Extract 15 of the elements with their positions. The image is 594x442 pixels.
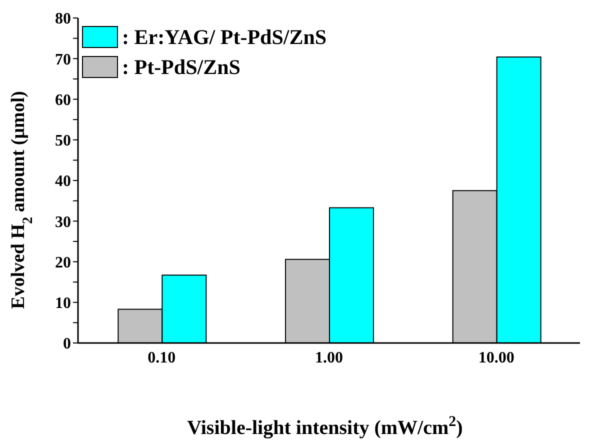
y-tick-label: 60 [55,92,71,109]
legend-label: : Er:YAG/ Pt-PdS/ZnS [122,24,327,50]
y-tick-label: 70 [55,51,71,68]
x-tick-label: 0.10 [148,349,176,366]
x-axis-title: Visible-light intensity (mW/cm$^{2}$) [187,414,463,439]
y-tick-label: 20 [55,254,71,272]
y-tick-label: 40 [55,173,71,190]
y-tick-label: 80 [55,10,71,28]
y-tick-label: 30 [55,214,71,231]
legend-label: : Pt-PdS/ZnS [122,54,240,80]
x-tick-label: 10.00 [478,349,514,366]
x-tick-label: 1.00 [315,349,343,366]
y-tick-label: 50 [55,132,71,150]
y-tick-label: 0 [63,336,71,353]
y-tick-label: 10 [55,295,71,312]
